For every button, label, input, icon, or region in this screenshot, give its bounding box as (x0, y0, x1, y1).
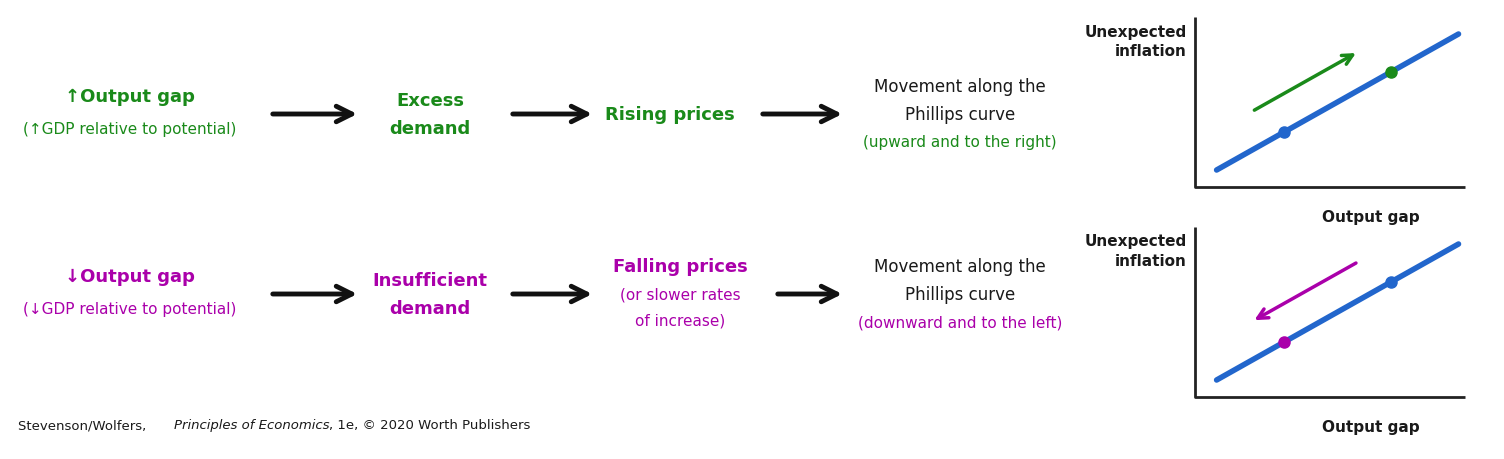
Text: demand: demand (390, 299, 471, 317)
Text: Falling prices: Falling prices (612, 257, 747, 275)
Text: (↓GDP relative to potential): (↓GDP relative to potential) (24, 302, 236, 317)
Text: Unexpected: Unexpected (1084, 24, 1187, 39)
Text: Principles of Economics: Principles of Economics (174, 419, 329, 431)
Text: Insufficient: Insufficient (373, 271, 487, 289)
Text: Phillips curve: Phillips curve (905, 285, 1015, 303)
Text: demand: demand (390, 120, 471, 138)
Text: Unexpected: Unexpected (1084, 234, 1187, 249)
Text: Rising prices: Rising prices (605, 106, 735, 124)
Text: Phillips curve: Phillips curve (905, 106, 1015, 124)
Text: (or slower rates: (or slower rates (620, 287, 740, 302)
Text: of increase): of increase) (635, 313, 725, 328)
Text: Movement along the: Movement along the (874, 257, 1045, 275)
Text: (upward and to the right): (upward and to the right) (863, 135, 1057, 150)
Text: ↓Output gap: ↓Output gap (65, 268, 196, 285)
Text: ↑Output gap: ↑Output gap (65, 88, 196, 106)
Text: , 1e, © 2020 Worth Publishers: , 1e, © 2020 Worth Publishers (329, 419, 531, 431)
Text: Stevenson/Wolfers,: Stevenson/Wolfers, (18, 419, 150, 431)
Text: inflation: inflation (1114, 45, 1187, 59)
Text: Excess: Excess (396, 92, 465, 110)
Text: Movement along the: Movement along the (874, 78, 1045, 96)
Text: Output gap: Output gap (1322, 420, 1420, 435)
Text: (↑GDP relative to potential): (↑GDP relative to potential) (24, 122, 236, 137)
Text: inflation: inflation (1114, 254, 1187, 269)
Text: (downward and to the left): (downward and to the left) (857, 315, 1062, 330)
Text: Output gap: Output gap (1322, 210, 1420, 225)
